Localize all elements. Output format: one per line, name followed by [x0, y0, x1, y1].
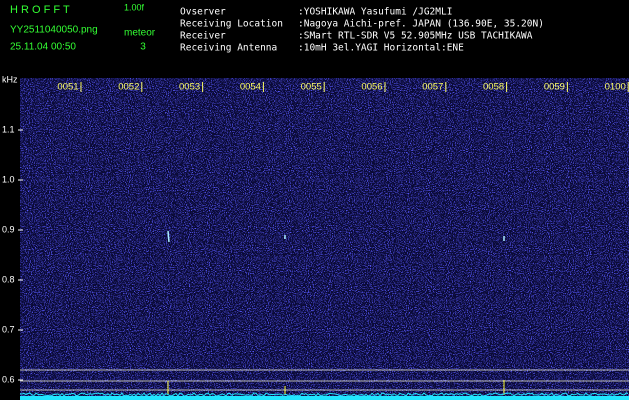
x-tick-label: 0058	[483, 82, 504, 93]
y-tick-label: 1.1	[2, 124, 15, 134]
y-tick-label: 0.7	[2, 324, 15, 334]
y-tick-label: 0.8	[2, 274, 15, 284]
x-tick-label: 0100	[605, 82, 626, 93]
meteor-count: 3	[140, 42, 146, 53]
app-name: H R O F F T	[10, 4, 70, 16]
info-label: Receiving Location	[180, 19, 283, 30]
version: 1.00f	[124, 2, 145, 12]
info-value: :YOSHIKAWA Yasufumi /JG2MLI	[298, 7, 452, 18]
x-tick-label: 0054	[240, 82, 261, 93]
y-axis-label: kHz	[2, 74, 18, 84]
y-tick-label: 0.6	[2, 374, 15, 384]
file-name: YY2511040050.png	[10, 25, 98, 36]
noise	[20, 78, 629, 400]
info-label: Receiver	[180, 31, 226, 42]
info-label: Receiving Antenna	[180, 43, 277, 54]
x-tick-label: 0052	[118, 82, 139, 93]
x-tick-label: 0055	[301, 82, 322, 93]
echo	[167, 230, 170, 243]
spectrum-trace	[19, 392, 629, 397]
x-tick-label: 0059	[544, 82, 565, 93]
y-tick-label: 0.9	[2, 224, 15, 234]
x-tick-label: 0056	[361, 82, 382, 93]
meteor-label: meteor	[124, 28, 156, 39]
x-tick-label: 0053	[179, 82, 200, 93]
x-tick-label: 0051	[57, 82, 78, 93]
x-tick-label: 0057	[422, 82, 443, 93]
y-tick-label: 1.0	[2, 174, 15, 184]
datetime: 25.11.04 00:50	[10, 42, 76, 53]
spectrum-base	[20, 396, 629, 400]
info-value: :Nagoya Aichi-pref. JAPAN (136.90E, 35.2…	[298, 19, 544, 30]
info-value: :SMart RTL-SDR V5 52.905MHz USB TACHIKAW…	[298, 31, 533, 42]
info-label: Ovserver	[180, 7, 226, 18]
info-value: :10mH 3el.YAGI Horizontal:ENE	[298, 43, 464, 54]
